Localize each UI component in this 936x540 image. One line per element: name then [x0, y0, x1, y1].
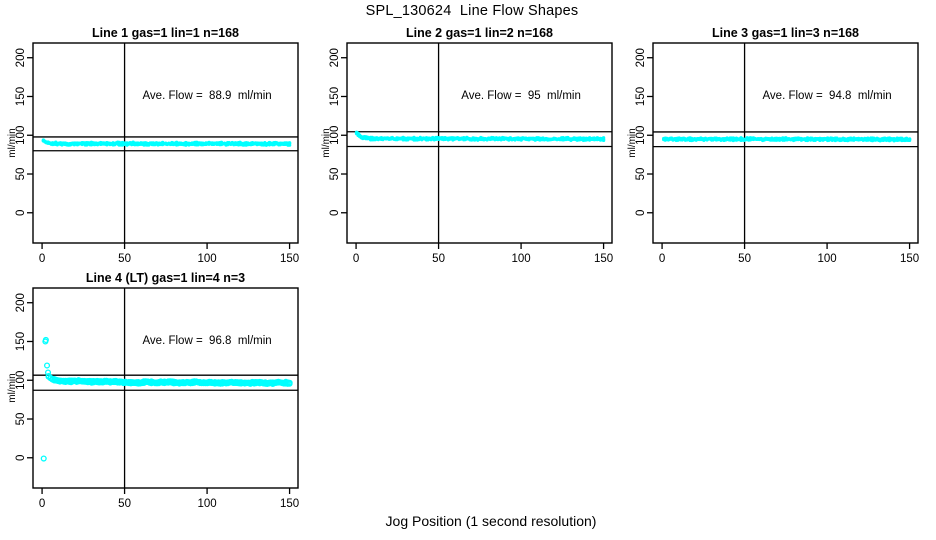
y-axis-tick-label: 100 — [15, 126, 27, 145]
y-axis-label: ml/min — [7, 128, 18, 157]
x-axis-tick-label: 0 — [353, 253, 359, 265]
ave-flow-annotation: Ave. Flow = 95 ml/min — [461, 90, 581, 102]
x-axis-tick-label: 150 — [280, 253, 299, 265]
x-axis-tick-label: 100 — [197, 253, 216, 265]
data-point — [42, 336, 49, 343]
data-point — [40, 455, 47, 462]
x-axis-tick-label: 100 — [817, 253, 836, 265]
data-point — [907, 137, 912, 141]
y-axis-label: ml/min — [321, 128, 332, 157]
y-axis-tick-label: 100 — [329, 126, 341, 145]
panel-line-3: 0 50 100 150 0 50 100 150 200 ml/min Line 3 gas=1 … — [627, 26, 919, 265]
data-series — [41, 138, 292, 147]
y-axis-tick-label: 150 — [15, 332, 27, 351]
y-axis-tick-label: 0 — [635, 210, 647, 216]
x-axis-tick-label: 0 — [659, 253, 665, 265]
x-axis-tick-label: 0 — [39, 498, 45, 510]
y-axis-tick-label: 200 — [635, 48, 647, 67]
figure-title: SPL_130624 Line Flow Shapes — [365, 3, 579, 19]
panel-title: Line 1 gas=1 lin=1 n=168 — [92, 26, 239, 40]
panel-line-2: 0 50 100 150 0 50 100 150 200 ml/min Line 2 gas=1 … — [321, 26, 613, 265]
panel-line-4: 0 50 100 150 0 50 100 150 200 ml/min Line 4 (LT) g… — [7, 271, 299, 510]
x-axis-tick-label: 150 — [280, 498, 299, 510]
x-axis-tick-label: 50 — [432, 253, 445, 265]
y-axis-tick-label: 50 — [15, 413, 27, 426]
y-axis-tick-label: 50 — [15, 168, 27, 181]
y-axis-tick-label: 0 — [15, 455, 27, 461]
panel-title: Line 3 gas=1 lin=3 n=168 — [712, 26, 859, 40]
x-axis-tick-label: 150 — [900, 253, 919, 265]
y-axis-tick-label: 200 — [329, 48, 341, 67]
x-axis-tick-label: 100 — [197, 498, 216, 510]
data-point — [44, 369, 52, 376]
panel-title: Line 4 (LT) gas=1 lin=4 n=3 — [86, 271, 245, 285]
y-axis-tick-label: 50 — [635, 168, 647, 181]
data-point — [601, 136, 606, 140]
x-axis-tick-label: 50 — [118, 253, 131, 265]
y-axis-tick-label: 100 — [15, 371, 27, 390]
y-axis-tick-label: 0 — [15, 210, 27, 216]
plot-frame — [32, 42, 299, 244]
data-series — [662, 136, 912, 143]
ave-flow-annotation: Ave. Flow = 94.8 ml/min — [762, 90, 891, 102]
y-axis-tick-label: 200 — [15, 48, 27, 67]
data-point — [287, 141, 292, 146]
x-axis-tick-label: 150 — [594, 253, 613, 265]
x-axis-tick-label: 0 — [39, 253, 45, 265]
ave-flow-annotation: Ave. Flow = 88.9 ml/min — [142, 90, 271, 102]
data-point — [43, 362, 51, 369]
data-point — [286, 379, 293, 386]
ave-flow-annotation: Ave. Flow = 96.8 ml/min — [142, 335, 271, 347]
y-axis-tick-label: 50 — [329, 168, 341, 181]
y-axis-tick-label: 200 — [15, 293, 27, 312]
data-series — [40, 336, 293, 462]
data-series — [354, 130, 606, 143]
x-axis-tick-label: 50 — [118, 498, 131, 510]
y-axis-tick-label: 150 — [329, 87, 341, 106]
y-axis-tick-label: 100 — [635, 126, 647, 145]
y-axis-tick-label: 150 — [15, 87, 27, 106]
panel-title: Line 2 gas=1 lin=2 n=168 — [406, 26, 553, 40]
y-axis-tick-label: 0 — [329, 210, 341, 216]
y-axis-label: ml/min — [7, 373, 18, 402]
plot-frame — [32, 287, 299, 489]
plot-frame — [346, 42, 613, 244]
plot-frame — [652, 42, 919, 244]
x-axis-label: Jog Position (1 second resolution) — [385, 513, 597, 529]
y-axis-tick-label: 150 — [635, 87, 647, 106]
x-axis-tick-label: 100 — [511, 253, 530, 265]
panel-line-1: 0 50 100 150 0 50 100 150 200 ml/min Line 1 gas=1 … — [7, 26, 299, 265]
x-axis-tick-label: 50 — [738, 253, 751, 265]
y-axis-label: ml/min — [627, 128, 638, 157]
